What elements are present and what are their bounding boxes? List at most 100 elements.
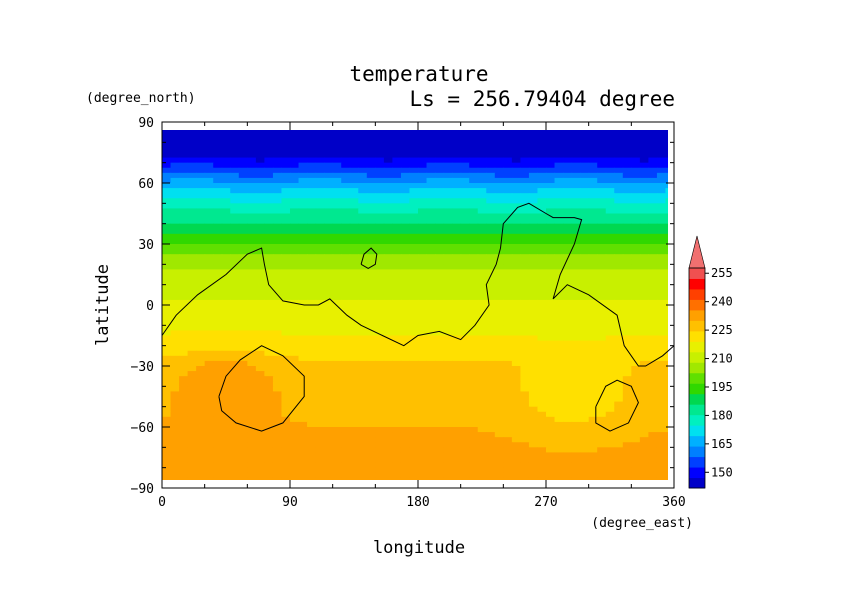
field-cell bbox=[452, 233, 462, 240]
field-cell bbox=[605, 130, 615, 133]
field-cell bbox=[213, 421, 223, 428]
field-cell bbox=[375, 172, 385, 179]
field-cell bbox=[452, 137, 462, 143]
field-cell bbox=[170, 162, 180, 169]
field-cell bbox=[247, 142, 257, 148]
field-cell bbox=[383, 167, 393, 174]
field-cell bbox=[238, 467, 248, 474]
field-cell bbox=[400, 279, 410, 286]
field-cell bbox=[511, 233, 521, 240]
field-cell bbox=[170, 386, 180, 392]
field-cell bbox=[452, 130, 462, 133]
field-cell bbox=[554, 249, 564, 255]
field-cell bbox=[409, 274, 419, 281]
field-cell bbox=[511, 167, 521, 174]
field-cell bbox=[503, 264, 513, 270]
field-cell bbox=[247, 477, 257, 480]
field-cell bbox=[349, 457, 359, 464]
field-cell bbox=[486, 244, 496, 250]
field-cell bbox=[247, 360, 257, 367]
field-cell bbox=[170, 208, 180, 214]
field-cell bbox=[537, 254, 547, 260]
field-cell bbox=[426, 213, 436, 220]
field-cell bbox=[332, 401, 342, 408]
field-cell bbox=[349, 335, 359, 342]
field-cell bbox=[631, 335, 641, 342]
field-cell bbox=[247, 228, 257, 235]
field-cell bbox=[426, 452, 436, 458]
field-cell bbox=[503, 421, 513, 428]
field-cell bbox=[494, 213, 504, 220]
field-cell bbox=[315, 238, 325, 245]
field-cell bbox=[392, 320, 402, 326]
field-cell bbox=[409, 213, 419, 220]
field-cell bbox=[179, 152, 189, 159]
field-cell bbox=[648, 147, 658, 153]
field-cell bbox=[563, 452, 573, 458]
field-cell bbox=[460, 152, 470, 159]
field-cell bbox=[452, 294, 462, 301]
field-cell bbox=[238, 157, 248, 164]
field-cell bbox=[511, 130, 521, 133]
field-cell bbox=[622, 452, 632, 458]
field-cell bbox=[426, 254, 436, 260]
field-cell bbox=[571, 130, 581, 133]
field-cell bbox=[648, 162, 658, 169]
field-cell bbox=[238, 279, 248, 286]
field-cell bbox=[375, 355, 385, 362]
field-cell bbox=[537, 467, 547, 474]
field-cell bbox=[460, 381, 470, 387]
field-cell bbox=[597, 249, 607, 255]
field-cell bbox=[247, 467, 257, 474]
field-cell bbox=[460, 233, 470, 240]
field-cell bbox=[503, 472, 513, 479]
field-cell bbox=[528, 130, 538, 133]
field-cell bbox=[554, 208, 564, 214]
field-cell bbox=[400, 213, 410, 220]
field-cell bbox=[230, 269, 240, 275]
field-cell bbox=[375, 457, 385, 464]
field-cell bbox=[418, 274, 428, 281]
field-cell bbox=[332, 208, 342, 214]
field-cell bbox=[571, 350, 581, 357]
field-cell bbox=[503, 416, 513, 423]
field-cell bbox=[341, 208, 351, 214]
field-cell bbox=[494, 330, 504, 336]
field-cell bbox=[571, 228, 581, 235]
field-cell bbox=[452, 416, 462, 423]
field-cell bbox=[392, 305, 402, 311]
field-cell bbox=[281, 279, 291, 286]
field-cell bbox=[341, 391, 351, 397]
field-cell bbox=[435, 299, 445, 306]
field-cell bbox=[170, 238, 180, 245]
field-cell bbox=[503, 238, 513, 245]
field-cell bbox=[580, 315, 590, 321]
field-cell bbox=[452, 320, 462, 326]
colorbar-tick-label: 180 bbox=[711, 408, 733, 422]
field-cell bbox=[238, 162, 248, 169]
field-cell bbox=[622, 381, 632, 387]
field-cell bbox=[383, 376, 393, 382]
field-cell bbox=[588, 289, 598, 296]
field-cell bbox=[255, 391, 265, 397]
field-cell bbox=[622, 406, 632, 413]
field-cell bbox=[443, 233, 453, 240]
field-cell bbox=[460, 167, 470, 174]
field-cell bbox=[187, 396, 197, 403]
colorbar-swatch bbox=[689, 288, 705, 300]
field-cell bbox=[179, 137, 189, 143]
field-cell bbox=[554, 416, 564, 423]
field-cell bbox=[290, 167, 300, 174]
field-cell bbox=[230, 421, 240, 428]
field-cell bbox=[281, 167, 291, 174]
field-cell bbox=[375, 299, 385, 306]
field-cell bbox=[332, 254, 342, 260]
field-cell bbox=[409, 244, 419, 250]
field-cell bbox=[537, 411, 547, 418]
field-cell bbox=[443, 284, 453, 291]
field-cell bbox=[563, 223, 573, 230]
field-cell bbox=[247, 462, 257, 469]
field-cell bbox=[477, 228, 487, 235]
field-cell bbox=[196, 228, 206, 235]
field-cell bbox=[656, 157, 666, 164]
